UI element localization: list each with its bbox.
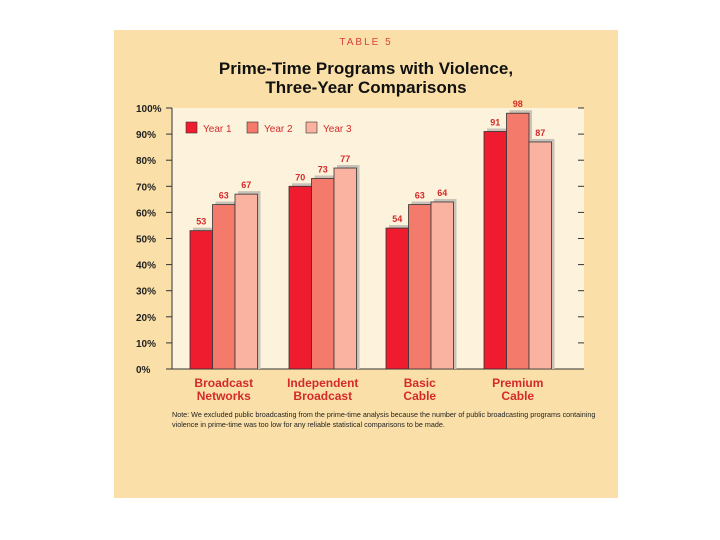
data-label: 63 bbox=[219, 191, 229, 201]
legend-label: Year 2 bbox=[264, 124, 293, 135]
data-label: 67 bbox=[241, 180, 251, 190]
data-label: 54 bbox=[392, 214, 402, 224]
legend-swatch bbox=[305, 121, 318, 134]
bar bbox=[385, 227, 409, 370]
y-tick-label: 60% bbox=[136, 208, 156, 219]
y-tick-label: 40% bbox=[136, 261, 156, 272]
category-label: Premium bbox=[492, 376, 543, 390]
bar bbox=[483, 131, 507, 370]
bar bbox=[288, 185, 312, 370]
bar bbox=[528, 141, 552, 370]
y-tick-label: 10% bbox=[136, 339, 156, 350]
bar-chart: 0% 10% 20% 30% 40% 50% 60% 70% 80% 90% 100% 53 63 67 B… bbox=[136, 99, 584, 403]
y-tick-label: 50% bbox=[136, 235, 156, 246]
category-label: Networks bbox=[197, 389, 251, 403]
data-label: 70 bbox=[295, 172, 305, 182]
data-label: 63 bbox=[415, 191, 425, 201]
data-label: 53 bbox=[196, 217, 206, 227]
y-tick-label: 70% bbox=[136, 182, 156, 193]
data-label: 64 bbox=[437, 188, 447, 198]
bar bbox=[506, 112, 530, 370]
data-label: 98 bbox=[513, 99, 523, 109]
category-label: Cable bbox=[501, 389, 534, 403]
bar bbox=[408, 204, 432, 370]
data-label: 91 bbox=[490, 117, 500, 127]
bar bbox=[212, 204, 236, 370]
y-tick-label: 20% bbox=[136, 313, 156, 324]
category-label: Independent bbox=[287, 376, 358, 390]
bar bbox=[189, 230, 213, 370]
category-label: Broadcast bbox=[194, 376, 253, 390]
data-label: 87 bbox=[535, 128, 545, 138]
y-tick-label: 80% bbox=[136, 156, 156, 167]
data-label: 73 bbox=[318, 164, 328, 174]
chart-panel: TABLE 5 Prime-Time Programs with Violenc… bbox=[114, 30, 618, 498]
legend-label: Year 1 bbox=[203, 124, 232, 135]
bar bbox=[333, 167, 357, 370]
legend-swatch bbox=[185, 121, 198, 134]
chart-title-line2: Three-Year Comparisons bbox=[265, 78, 467, 97]
chart-note: Note: We excluded public broadcasting fr… bbox=[172, 410, 596, 429]
bar bbox=[311, 178, 335, 370]
bar bbox=[234, 193, 258, 370]
category-label: Cable bbox=[403, 389, 436, 403]
legend-label: Year 3 bbox=[323, 124, 352, 135]
category-label: Broadcast bbox=[293, 389, 352, 403]
bar bbox=[430, 201, 454, 370]
y-tick-label: 100% bbox=[136, 104, 162, 115]
y-tick-label: 0% bbox=[136, 365, 151, 376]
data-label: 77 bbox=[340, 154, 350, 164]
table-label: TABLE 5 bbox=[339, 37, 393, 48]
legend-swatch bbox=[246, 121, 259, 134]
category-label: Basic bbox=[404, 376, 436, 390]
y-tick-label: 30% bbox=[136, 287, 156, 298]
chart-title-line1: Prime-Time Programs with Violence, bbox=[218, 59, 514, 78]
y-tick-label: 90% bbox=[136, 130, 156, 141]
